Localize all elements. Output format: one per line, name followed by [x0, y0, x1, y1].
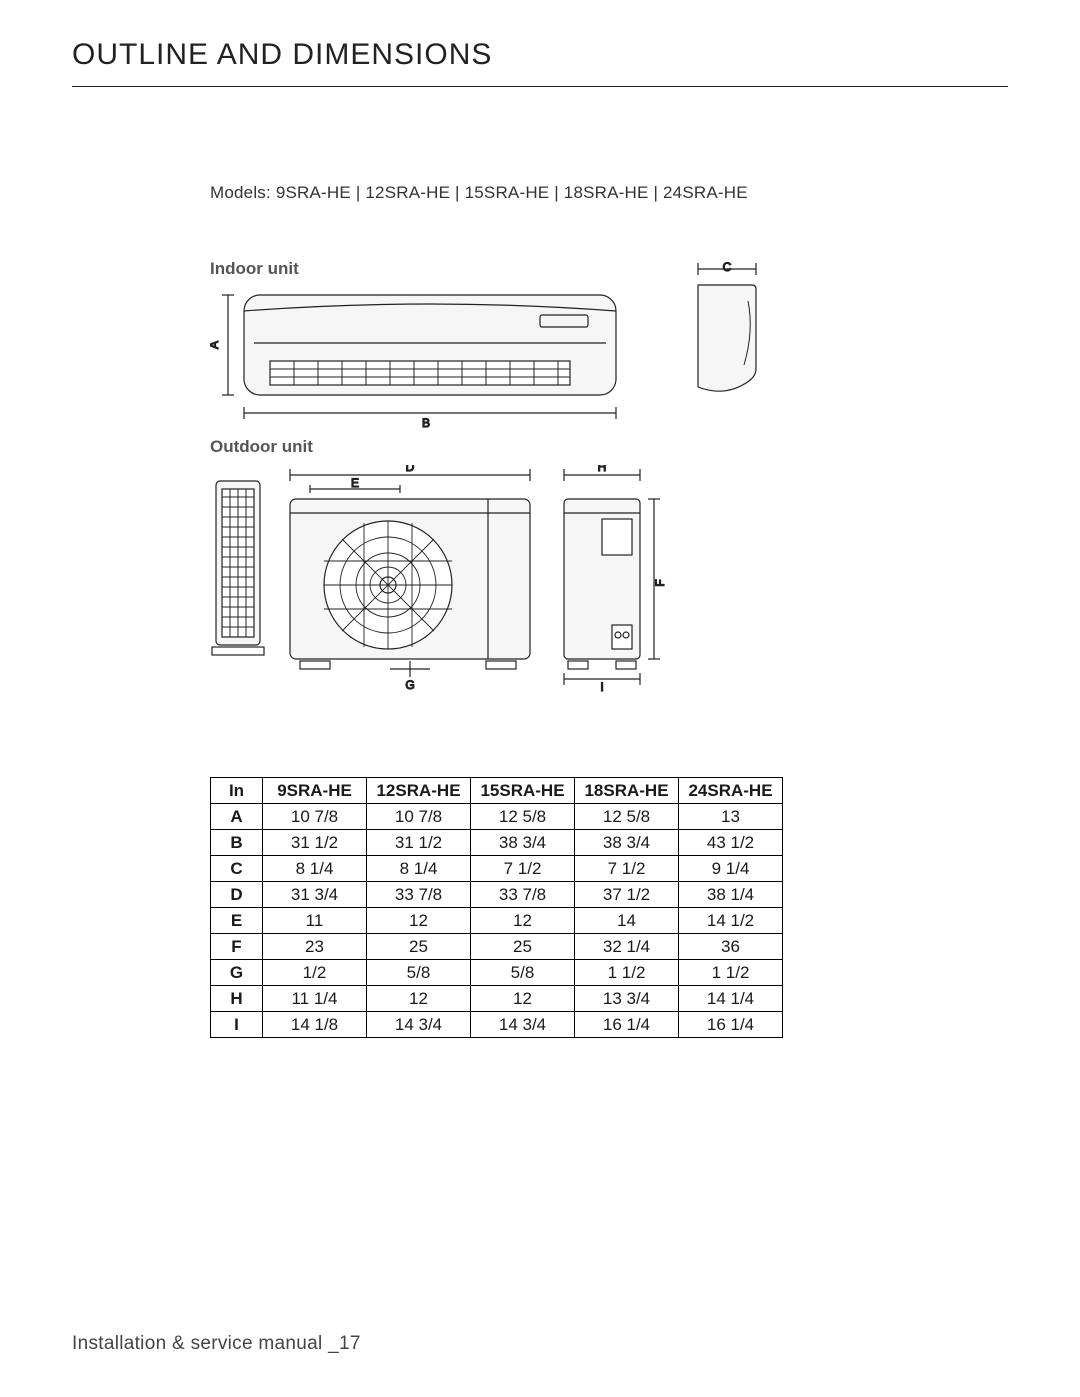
- table-row: G1/25/85/81 1/21 1/2: [211, 960, 783, 986]
- table-row: D31 3/433 7/833 7/837 1/238 1/4: [211, 882, 783, 908]
- outdoor-side-diagram: H F: [552, 465, 672, 695]
- cell: 11: [263, 908, 367, 934]
- table-row: E1112121414 1/2: [211, 908, 783, 934]
- cell: 33 7/8: [367, 882, 471, 908]
- row-key: A: [211, 804, 263, 830]
- table-header-in: In: [211, 778, 263, 804]
- cell: 14 1/8: [263, 1012, 367, 1038]
- cell: 14: [575, 908, 679, 934]
- cell: 5/8: [471, 960, 575, 986]
- dim-a-label: A: [210, 341, 221, 349]
- dim-g-label: G: [405, 678, 414, 692]
- row-key: F: [211, 934, 263, 960]
- cell: 14 1/4: [679, 986, 783, 1012]
- cell: 31 1/2: [263, 830, 367, 856]
- cell: 1 1/2: [679, 960, 783, 986]
- cell: 14 1/2: [679, 908, 783, 934]
- row-key: G: [211, 960, 263, 986]
- table-row: I14 1/814 3/414 3/416 1/416 1/4: [211, 1012, 783, 1038]
- cell: 31 1/2: [367, 830, 471, 856]
- cell: 32 1/4: [575, 934, 679, 960]
- table-row: A10 7/810 7/812 5/812 5/813: [211, 804, 783, 830]
- cell: 12: [367, 908, 471, 934]
- cell: 25: [471, 934, 575, 960]
- row-key: B: [211, 830, 263, 856]
- row-key: C: [211, 856, 263, 882]
- cell: 33 7/8: [471, 882, 575, 908]
- table-header-row: In 9SRA-HE 12SRA-HE 15SRA-HE 18SRA-HE 24…: [211, 778, 783, 804]
- cell: 38 3/4: [575, 830, 679, 856]
- cell: 8 1/4: [263, 856, 367, 882]
- table-row: H11 1/4121213 3/414 1/4: [211, 986, 783, 1012]
- cell: 10 7/8: [263, 804, 367, 830]
- cell: 14 3/4: [367, 1012, 471, 1038]
- cell: 25: [367, 934, 471, 960]
- cell: 1/2: [263, 960, 367, 986]
- dimensions-table: In 9SRA-HE 12SRA-HE 15SRA-HE 18SRA-HE 24…: [210, 777, 783, 1038]
- row-key: E: [211, 908, 263, 934]
- cell: 16 1/4: [679, 1012, 783, 1038]
- cell: 38 3/4: [471, 830, 575, 856]
- cell: 31 3/4: [263, 882, 367, 908]
- outdoor-front-diagram: D E: [280, 465, 540, 695]
- row-key: D: [211, 882, 263, 908]
- table-header-col: 24SRA-HE: [679, 778, 783, 804]
- cell: 8 1/4: [367, 856, 471, 882]
- cell: 7 1/2: [471, 856, 575, 882]
- cell: 13: [679, 804, 783, 830]
- page: OUTLINE AND DIMENSIONS Models: 9SRA-HE |…: [0, 0, 1080, 1397]
- outdoor-side-thin-diagram: [210, 465, 268, 675]
- cell: 13 3/4: [575, 986, 679, 1012]
- outdoor-unit-label: Outdoor unit: [210, 437, 770, 457]
- cell: 9 1/4: [679, 856, 783, 882]
- table-row: F23252532 1/436: [211, 934, 783, 960]
- indoor-side-diagram: C: [684, 259, 770, 419]
- table-body: A10 7/810 7/812 5/812 5/813B31 1/231 1/2…: [211, 804, 783, 1038]
- table-header-col: 15SRA-HE: [471, 778, 575, 804]
- cell: 7 1/2: [575, 856, 679, 882]
- cell: 38 1/4: [679, 882, 783, 908]
- dim-c-label: C: [723, 260, 732, 274]
- models-line: Models: 9SRA-HE | 12SRA-HE | 15SRA-HE | …: [210, 183, 1008, 203]
- indoor-front-diagram: A: [210, 283, 630, 433]
- dim-f-label: F: [653, 579, 667, 586]
- table-header-col: 12SRA-HE: [367, 778, 471, 804]
- dimensions-table-wrap: In 9SRA-HE 12SRA-HE 15SRA-HE 18SRA-HE 24…: [210, 777, 1008, 1038]
- cell: 43 1/2: [679, 830, 783, 856]
- cell: 1 1/2: [575, 960, 679, 986]
- table-row: B31 1/231 1/238 3/438 3/443 1/2: [211, 830, 783, 856]
- dim-i-label: I: [600, 680, 603, 694]
- cell: 5/8: [367, 960, 471, 986]
- row-key: I: [211, 1012, 263, 1038]
- outdoor-row: D E: [210, 465, 770, 695]
- table-header-col: 18SRA-HE: [575, 778, 679, 804]
- cell: 12: [471, 986, 575, 1012]
- dim-e-label: E: [351, 476, 359, 490]
- row-key: H: [211, 986, 263, 1012]
- cell: 14 3/4: [471, 1012, 575, 1038]
- cell: 10 7/8: [367, 804, 471, 830]
- indoor-unit-label: Indoor unit: [210, 259, 299, 279]
- cell: 12: [471, 908, 575, 934]
- cell: 16 1/4: [575, 1012, 679, 1038]
- diagram-block: Indoor unit A: [210, 259, 770, 695]
- cell: 11 1/4: [263, 986, 367, 1012]
- title-rule: [72, 86, 1008, 87]
- table-row: C8 1/48 1/47 1/27 1/29 1/4: [211, 856, 783, 882]
- cell: 12: [367, 986, 471, 1012]
- dim-d-label: D: [406, 465, 415, 474]
- cell: 37 1/2: [575, 882, 679, 908]
- cell: 23: [263, 934, 367, 960]
- indoor-row: Indoor unit A: [210, 259, 770, 433]
- cell: 36: [679, 934, 783, 960]
- dim-b-label: B: [422, 416, 430, 430]
- table-header-col: 9SRA-HE: [263, 778, 367, 804]
- page-title: OUTLINE AND DIMENSIONS: [72, 38, 1008, 72]
- dim-h-label: H: [598, 465, 607, 474]
- cell: 12 5/8: [575, 804, 679, 830]
- cell: 12 5/8: [471, 804, 575, 830]
- page-footer: Installation & service manual _17: [72, 1333, 361, 1355]
